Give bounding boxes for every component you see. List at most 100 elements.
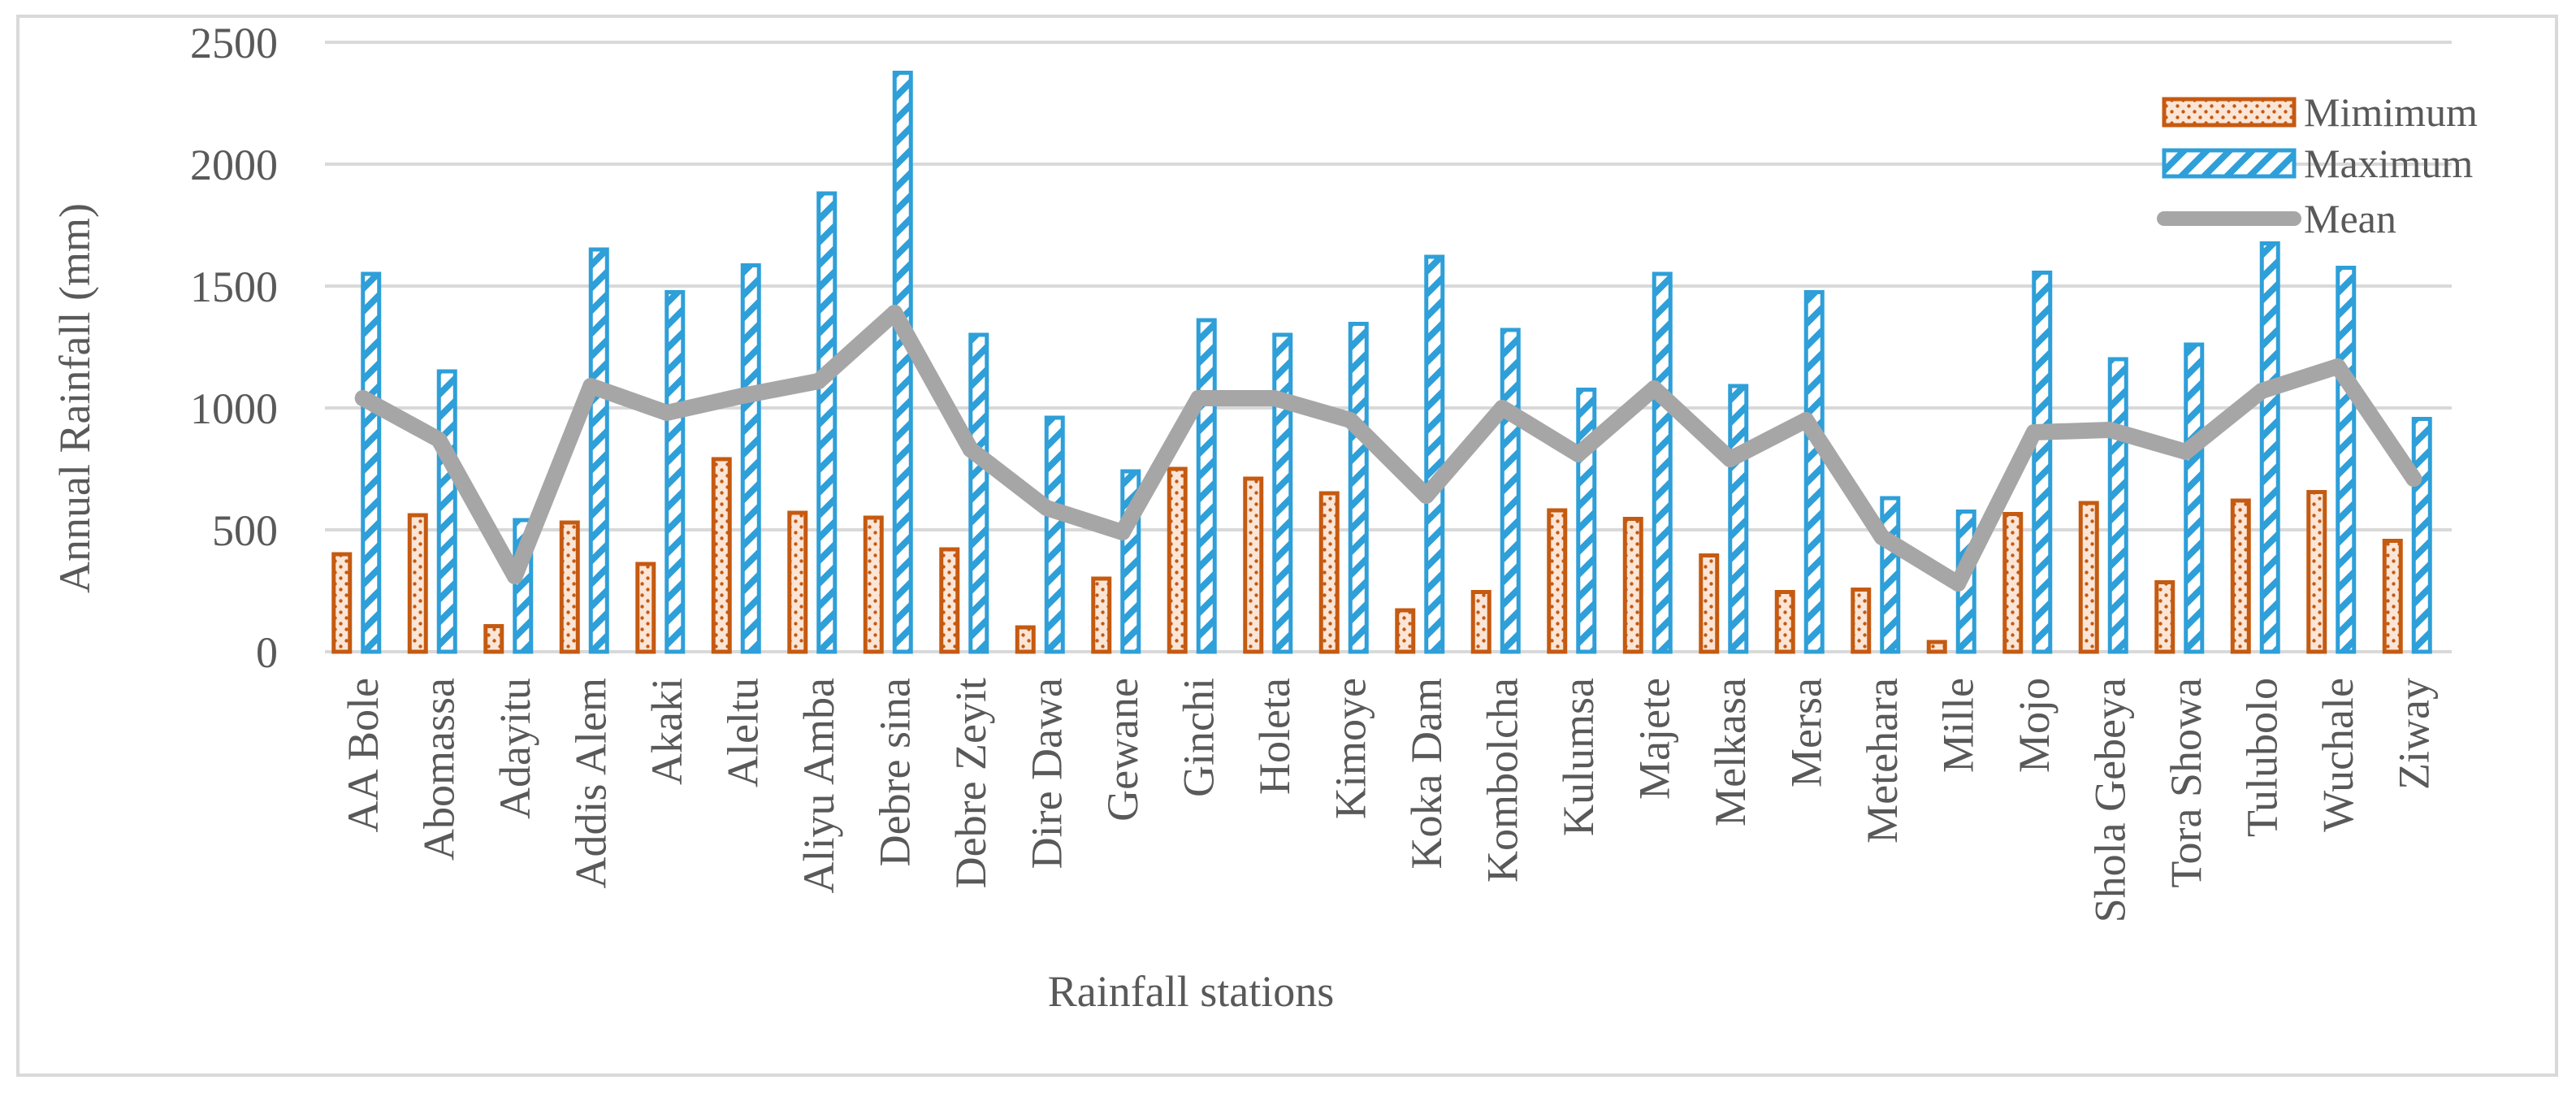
- bar-minimum-5: [711, 457, 732, 654]
- x-tick-label: Mojo: [2010, 678, 2059, 773]
- legend-swatch-minimum: [2162, 97, 2297, 128]
- bar-minimum-17: [1622, 517, 1643, 654]
- x-tick-label: Debre Zeyit: [946, 678, 995, 888]
- bar-minimum-21: [1926, 640, 1947, 654]
- mean-series-line: [354, 305, 2422, 592]
- mean-point-26: [2329, 358, 2346, 375]
- x-tick-label: Metehara: [1858, 678, 1907, 844]
- y-tick-label: 0: [256, 628, 278, 677]
- bar-minimum-22: [2002, 512, 2024, 654]
- mean-point-25: [2253, 383, 2271, 399]
- bar-minimum-23: [2078, 501, 2099, 654]
- x-axis-labels: AA Bole Abomassa Adayitu Addis Alem Akaki Ale…: [339, 678, 2439, 922]
- x-tick-label: Koka Dam: [1402, 678, 1451, 869]
- bar-maximum-8: [968, 332, 989, 654]
- mean-point-18: [1721, 451, 1738, 467]
- bar-minimum-25: [2230, 498, 2251, 654]
- mean-point-20: [1873, 529, 1890, 545]
- mean-point-6: [810, 373, 827, 389]
- bar-maximum-23: [2107, 357, 2128, 654]
- bar-minimum-3: [559, 520, 580, 654]
- x-tick-label: Kulumsa: [1554, 678, 1603, 836]
- mean-point-23: [2102, 422, 2119, 438]
- x-tick-label: AA Bole: [339, 678, 387, 833]
- x-tick-label: Akaki: [643, 678, 691, 785]
- mean-point-9: [1038, 500, 1055, 516]
- mean-point-7: [886, 305, 903, 321]
- mean-point-2: [506, 568, 523, 584]
- bar-minimum-1: [407, 513, 428, 654]
- x-tick-label: Mille: [1933, 678, 1982, 773]
- bar-minimum-18: [1699, 553, 1720, 654]
- mean-point-3: [582, 378, 600, 394]
- bar-minimum-27: [2382, 539, 2403, 654]
- bar-maximum-22: [2032, 271, 2053, 654]
- bar-maximum-9: [1044, 415, 1065, 654]
- bar-minimum-9: [1015, 625, 1036, 654]
- chart-frame: 0 500 1000 1500 2000 2500 AA Bole Abomassa Aday…: [16, 15, 2558, 1077]
- bar-minimum-16: [1547, 508, 1568, 654]
- chart: 0 500 1000 1500 2000 2500 AA Bole Abomassa Aday…: [50, 19, 2478, 1016]
- bar-maximum-3: [588, 247, 609, 654]
- x-tick-label: Dire Dawa: [1022, 678, 1071, 869]
- x-axis-title: Rainfall stations: [1048, 967, 1334, 1016]
- bar-minimum-4: [635, 562, 656, 654]
- x-tick-label: Ziway: [2389, 678, 2438, 790]
- bar-maximum-5: [740, 263, 761, 654]
- x-tick-label: Debre sina: [870, 678, 919, 866]
- mean-point-8: [962, 441, 979, 458]
- bar-minimum-13: [1318, 491, 1340, 654]
- bar-maximum-20: [1880, 496, 1901, 654]
- x-tick-label: Aleltu: [718, 678, 767, 787]
- bar-minimum-15: [1470, 590, 1491, 654]
- bar-minimum-11: [1167, 466, 1188, 654]
- legend-label-mean: Mean: [2304, 196, 2396, 241]
- x-tick-label: Melkasa: [1706, 678, 1755, 826]
- bar-maximum-24: [2184, 342, 2205, 654]
- bar-maximum-14: [1424, 254, 1445, 654]
- bar-maximum-25: [2259, 241, 2280, 654]
- y-axis-title: Annual Rainfall (mm): [50, 203, 99, 593]
- mean-point-19: [1798, 412, 1815, 428]
- bar-minimum-19: [1774, 590, 1795, 654]
- x-tick-label: Holeta: [1250, 678, 1299, 795]
- bar-maximum-1: [436, 369, 457, 654]
- mean-point-15: [1494, 400, 1511, 416]
- bar-maximum-18: [1728, 384, 1749, 654]
- mean-point-13: [1342, 412, 1359, 428]
- mean-point-1: [431, 432, 448, 448]
- y-tick-label: 2000: [190, 141, 278, 189]
- mean-point-27: [2405, 471, 2422, 487]
- bar-maximum-17: [1652, 271, 1673, 654]
- y-tick-label: 500: [212, 506, 278, 555]
- bar-maximum-27: [2411, 417, 2432, 654]
- bar-minimum-7: [863, 515, 884, 654]
- x-tick-label: Majete: [1630, 678, 1678, 800]
- x-tick-label: Abomassa: [414, 678, 463, 861]
- x-tick-label: Adayitu: [491, 678, 539, 819]
- mean-point-22: [2025, 424, 2042, 440]
- legend-swatch-maximum: [2162, 148, 2297, 179]
- mean-point-16: [1569, 446, 1587, 462]
- bar-maximum-15: [1500, 327, 1521, 654]
- bar-maximum-11: [1196, 318, 1217, 654]
- x-tick-label: Wuchale: [2314, 678, 2362, 832]
- legend-label-minimum: Mimimum: [2304, 89, 2478, 135]
- bar-minimum-6: [787, 510, 808, 654]
- bar-maximum-7: [892, 71, 913, 654]
- bar-maximum-19: [1803, 290, 1825, 654]
- bar-minimum-8: [939, 547, 960, 654]
- bar-minimum-20: [1851, 588, 1872, 654]
- bar-maximum-4: [665, 290, 686, 654]
- x-tick-label: Tora Showa: [2162, 678, 2210, 888]
- x-tick-label: Kimoye: [1326, 678, 1375, 819]
- x-tick-label: Gewane: [1098, 678, 1147, 822]
- mean-line: [354, 305, 2422, 592]
- legend-label-maximum: Maximum: [2304, 141, 2473, 186]
- mean-point-24: [2177, 444, 2194, 460]
- bar-maximum-16: [1576, 388, 1597, 654]
- bar-minimum-2: [483, 624, 504, 654]
- bar-minimum-24: [2154, 580, 2176, 654]
- x-tick-label: Ginchi: [1174, 678, 1223, 797]
- bar-maximum-12: [1272, 332, 1293, 654]
